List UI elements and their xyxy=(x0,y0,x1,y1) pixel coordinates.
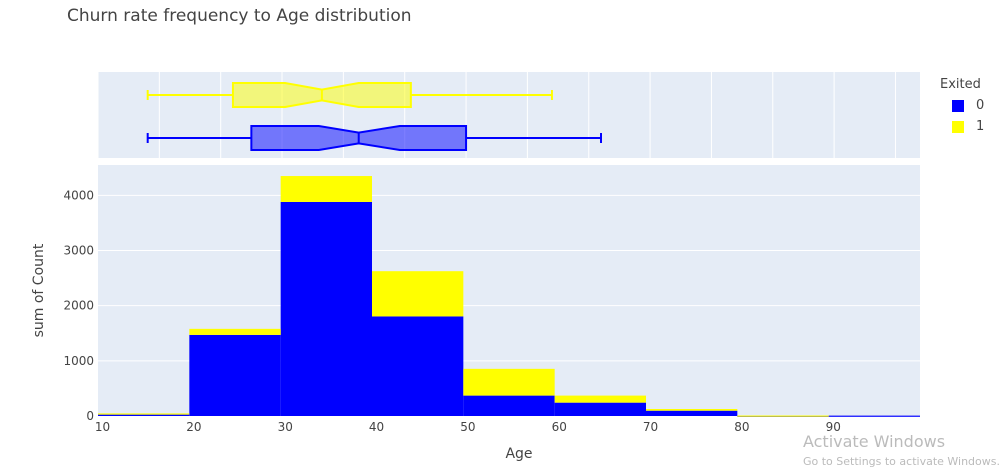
legend: Exited 0 1 xyxy=(940,77,984,134)
bar-exited-0 xyxy=(280,201,372,416)
bar-exited-1 xyxy=(189,328,281,335)
bar-exited-1 xyxy=(372,271,464,317)
y-tick-label: 3000 xyxy=(63,244,94,258)
chart-title: Churn rate frequency to Age distribution xyxy=(67,6,412,26)
x-tick-label: 90 xyxy=(826,420,841,434)
legend-item-1[interactable]: 1 xyxy=(952,119,984,134)
bar-exited-0 xyxy=(98,414,190,416)
watermark-line1: Activate Windows xyxy=(802,432,946,451)
bar-exited-1 xyxy=(98,413,190,415)
watermark-line2: Go to Settings to activate Windows. xyxy=(802,455,1000,468)
x-tick-label: 50 xyxy=(460,420,475,434)
x-tick-label: 30 xyxy=(278,420,293,434)
bar-exited-0 xyxy=(463,395,555,416)
x-axis-label: Age xyxy=(505,446,532,462)
bar-exited-1 xyxy=(646,408,738,411)
bar-exited-0 xyxy=(189,334,281,416)
y-tick-label: 4000 xyxy=(63,188,94,202)
x-tick-label: 80 xyxy=(734,420,749,434)
x-tick-label: 10 xyxy=(95,420,110,434)
x-tick-label: 70 xyxy=(643,420,658,434)
bar-exited-0 xyxy=(646,410,738,416)
legend-label: 1 xyxy=(976,119,985,134)
bar-exited-1 xyxy=(554,395,646,403)
bar-exited-0 xyxy=(828,415,920,417)
box-plot-area xyxy=(98,72,920,158)
y-tick-label: 0 xyxy=(86,409,94,423)
y-tick-label: 2000 xyxy=(63,299,94,313)
x-tick-label: 20 xyxy=(186,420,201,434)
bar-exited-0 xyxy=(554,402,646,416)
x-tick-label: 40 xyxy=(369,420,384,434)
legend-swatch xyxy=(952,99,964,112)
bar-exited-1 xyxy=(280,176,372,202)
legend-label: 0 xyxy=(976,98,985,113)
legend-swatch xyxy=(952,120,964,133)
watermark: Activate Windows Go to Settings to activ… xyxy=(803,432,1000,468)
y-tick-label: 1000 xyxy=(63,354,94,368)
x-tick-label: 60 xyxy=(552,420,567,434)
legend-title: Exited xyxy=(940,77,981,92)
y-axis-label: sum of Count xyxy=(31,243,47,337)
bar-exited-1 xyxy=(737,415,829,417)
bar-exited-0 xyxy=(372,316,464,416)
bar-exited-1 xyxy=(463,368,555,396)
legend-item-0[interactable]: 0 xyxy=(952,98,984,113)
